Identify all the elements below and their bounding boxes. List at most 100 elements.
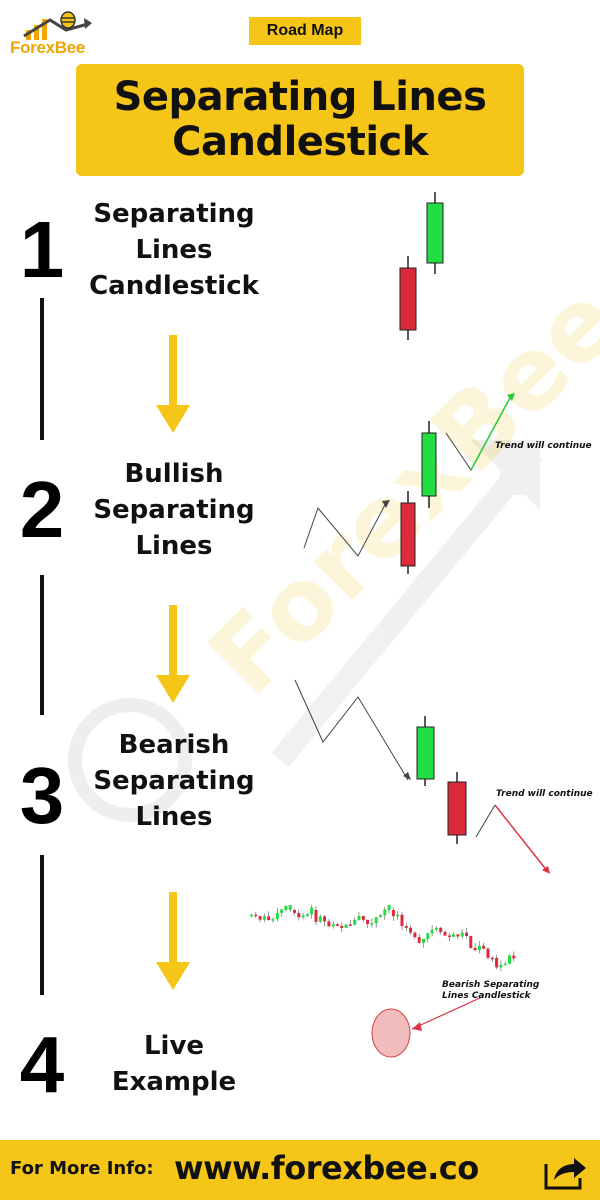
bull-candle [477, 945, 481, 951]
bull-candle [370, 923, 374, 925]
bear-candle [495, 957, 499, 968]
footer-label: For More Info: [10, 1158, 154, 1179]
bull-candle [280, 909, 284, 913]
title-banner: Separating Lines Candlestick [76, 64, 524, 176]
bear-candle [348, 924, 352, 926]
bull-candle [250, 914, 253, 917]
bear-candle [469, 935, 473, 948]
bear-candle [258, 916, 262, 920]
bull-candle [460, 932, 464, 937]
bull-candle [452, 934, 456, 937]
bear-candle [400, 502, 416, 567]
bear-candle [439, 927, 443, 932]
bear-candle [399, 267, 417, 331]
step-number-3: 3 [19, 751, 65, 840]
down-arrow-icon [156, 605, 190, 703]
roadmap-tag: Road Map [249, 17, 361, 45]
highlight-ellipse [371, 1008, 411, 1058]
step2-bullish-chart [303, 393, 515, 574]
bull-candle [353, 919, 357, 925]
bear-candle [473, 947, 477, 951]
bee-logo-icon [23, 11, 92, 40]
bull-candle [387, 905, 391, 910]
bear-candle [254, 914, 258, 917]
step-number-1: 1 [19, 205, 65, 294]
example-note: Bearish Separating Lines Candlestick [442, 980, 540, 1001]
bear-candle [361, 916, 365, 920]
brand-name: ForexBee [10, 38, 86, 57]
bear-candle [443, 931, 447, 936]
down-arrow-icon [156, 892, 190, 990]
bear-candle [490, 957, 494, 960]
bull-candle [275, 912, 279, 920]
step-number-4: 4 [19, 1020, 65, 1109]
footer-bar [0, 1140, 600, 1200]
bull-candle [310, 907, 314, 915]
step-number-2: 2 [19, 465, 65, 554]
bear-candle [336, 924, 339, 926]
bear-candle [391, 910, 395, 917]
bear-candle [267, 916, 271, 921]
bear-candle [366, 919, 370, 925]
bull-candle [318, 916, 322, 922]
bull-candle [416, 726, 435, 780]
bear-candle [314, 910, 318, 922]
trend-note: Trend will continue [495, 441, 592, 451]
bear-candle [482, 945, 486, 949]
bull-candle [499, 964, 503, 968]
bull-candle [430, 929, 434, 934]
bull-candle [357, 916, 361, 920]
step1-candles [399, 192, 444, 340]
connector-line [40, 298, 44, 440]
bull-candle [503, 963, 507, 966]
bull-candle [288, 905, 292, 910]
bear-candle [409, 927, 413, 933]
bull-candle [426, 933, 430, 939]
bear-candle [465, 932, 468, 936]
connector-line [40, 575, 44, 715]
step3-bearish-chart [294, 679, 550, 874]
bear-candle [400, 914, 404, 926]
bull-candle [434, 927, 438, 930]
connector-line [40, 855, 44, 995]
bull-candle [374, 917, 378, 924]
bear-candle [323, 916, 327, 922]
bear-candle [340, 925, 344, 928]
bear-candle [297, 912, 301, 918]
trend-note: Trend will continue [496, 789, 593, 799]
bull-candle [383, 909, 387, 916]
page-title: Separating Lines Candlestick [113, 74, 487, 165]
bull-candle [262, 916, 266, 920]
bull-candle [379, 915, 382, 918]
step-label-1: Separating Lines Candlestick [89, 199, 259, 301]
bull-candle [421, 432, 437, 497]
bull-candle [271, 919, 275, 921]
bull-candle [422, 938, 425, 943]
down-arrow-icon [156, 335, 190, 433]
bull-candle [508, 955, 511, 964]
bull-candle [331, 924, 335, 927]
bull-candle [305, 914, 309, 916]
share-icon[interactable] [540, 1150, 590, 1192]
step-label-3: Bearish Separating Lines [93, 730, 255, 832]
step-label-4: Live Example [111, 1031, 237, 1097]
step-label-2: Bullish Separating Lines [93, 459, 255, 561]
bull-candle [284, 906, 288, 910]
bear-candle [512, 955, 516, 959]
bear-candle [447, 781, 467, 836]
bear-candle [417, 937, 421, 943]
step4-live-chart [250, 905, 516, 1058]
bull-candle [301, 915, 305, 918]
bull-candle [396, 914, 400, 917]
bear-candle [456, 934, 460, 937]
bear-candle [447, 935, 451, 938]
bull-candle [344, 924, 348, 928]
bear-candle [486, 948, 490, 958]
bear-candle [327, 921, 331, 927]
bear-candle [293, 910, 296, 913]
bear-candle [413, 932, 417, 938]
website-link[interactable]: www.forexbee.co [174, 1149, 479, 1187]
bull-candle [426, 202, 444, 264]
bear-candle [404, 925, 408, 928]
